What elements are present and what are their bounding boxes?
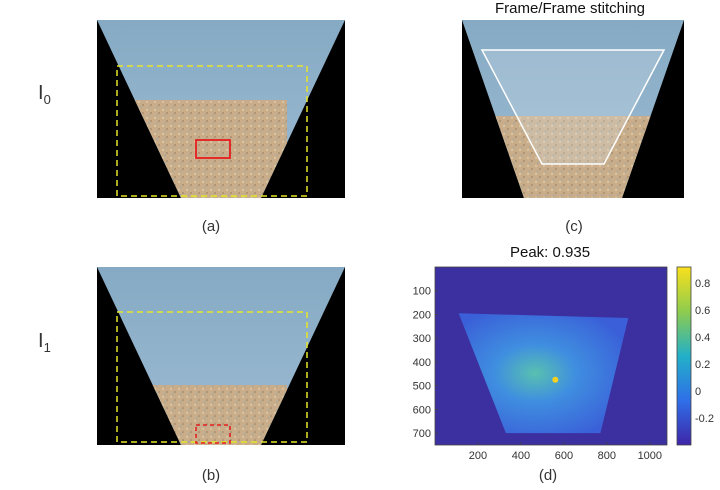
plot-frame: [434, 266, 668, 446]
panel-c-title: Frame/Frame stitching: [494, 0, 646, 17]
y-tick-label: 400: [413, 357, 431, 369]
y-tick-label: 200: [413, 309, 431, 321]
colorbar-tick-label: 0.6: [695, 305, 710, 317]
correlation-heatmap: 200 400 600 800 1000 100 200 300 400 500 600 700 0.8…: [413, 266, 714, 462]
frame-label-i1: I1: [38, 330, 51, 355]
roi-dashed-box: [116, 65, 308, 197]
roi-dashed-box: [116, 311, 308, 443]
panel-b-image: [97, 267, 345, 445]
caption-d: (d): [538, 467, 558, 484]
y-tick-label: 500: [413, 381, 431, 393]
panel-a-image: [97, 20, 345, 198]
colorbar: [676, 266, 692, 446]
x-tick-label: 600: [555, 450, 573, 462]
y-tick-label: 100: [413, 286, 431, 298]
x-tick-label: 400: [512, 450, 530, 462]
x-tick-label: 1000: [638, 450, 662, 462]
colorbar-tick-label: 0: [695, 386, 701, 398]
y-tick-label: 300: [413, 333, 431, 345]
x-tick-label: 200: [469, 450, 487, 462]
caption-b: (b): [201, 467, 221, 484]
panel-c-image: [462, 20, 684, 198]
y-tick-label: 600: [413, 404, 431, 416]
colorbar-tick-label: 0.8: [695, 278, 710, 290]
template-box: [195, 139, 231, 159]
colorbar-tick-label: 0.4: [695, 332, 710, 344]
caption-c: (c): [565, 218, 583, 235]
colorbar-tick-label: -0.2: [695, 413, 714, 425]
frame-label-i0: I0: [38, 82, 51, 107]
peak-marker: [552, 376, 559, 383]
chart-title: Peak: 0.935: [509, 244, 591, 261]
y-tick-label: 700: [413, 428, 431, 440]
caption-a: (a): [201, 218, 221, 235]
stitched-frame-outline: [480, 49, 666, 165]
match-box: [195, 424, 231, 444]
correlation-region: [458, 313, 629, 434]
colorbar-tick-label: 0.2: [695, 359, 710, 371]
x-tick-label: 800: [598, 450, 616, 462]
